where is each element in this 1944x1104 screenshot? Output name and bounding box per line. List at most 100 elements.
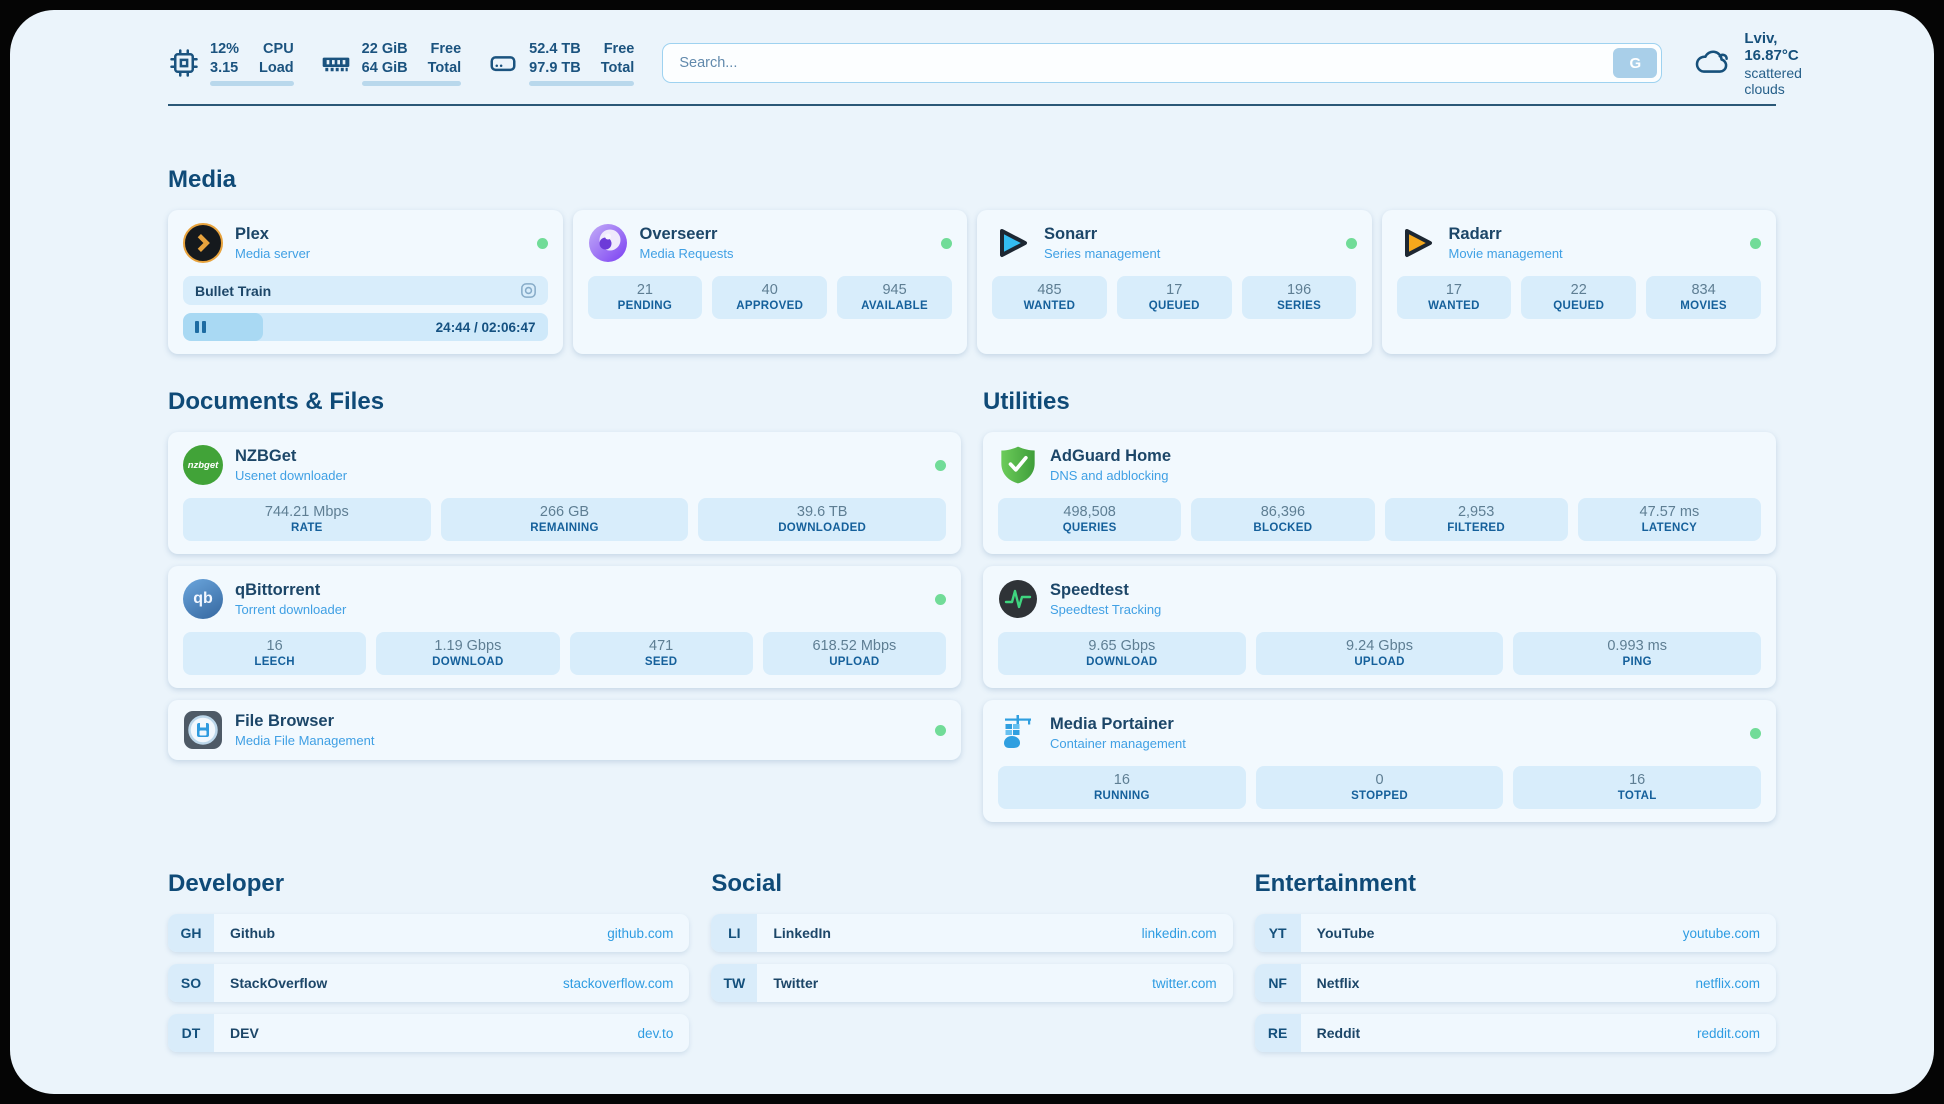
stat-pill: 0 STOPPED [1255, 766, 1504, 809]
app-card-qbittorrent[interactable]: qb qBittorrent Torrent downloader 16 [168, 566, 961, 688]
stat-pill: 1.19 Gbps DOWNLOAD [376, 632, 560, 675]
app-subtitle: Speedtest Tracking [1050, 602, 1162, 617]
search-input[interactable] [662, 43, 1663, 83]
app-card-sonarr[interactable]: Sonarr Series management 485 WANTED 17 Q… [977, 210, 1372, 354]
stat-pill: 39.6 TB DOWNLOADED [698, 498, 947, 541]
stat-pill: 21 PENDING [587, 276, 703, 319]
section-heading-developer: Developer [168, 870, 285, 897]
app-card-nzbget[interactable]: nzbget NZBGet Usenet downloader 744.21 M… [168, 432, 961, 554]
bookmark-abbr: NF [1254, 964, 1301, 1002]
bookmark-url: netflix.com [1695, 975, 1760, 991]
stat-pill: 47.57 ms LATENCY [1577, 498, 1761, 541]
app-card-portainer[interactable]: Media Portainer Container management 16 … [983, 700, 1776, 822]
status-dot [935, 593, 946, 605]
disk-free-label: Free [603, 40, 635, 57]
header-divider [168, 104, 1776, 106]
bookmark-youtube[interactable]: YT YouTube youtube.com [1254, 914, 1776, 952]
weather-widget: Lviv, 16.87°C scattered clouds [1694, 30, 1802, 97]
disk-progress [529, 81, 635, 87]
stat-pill: 744.21 Mbps RATE [183, 498, 431, 541]
filebrowser-icon [183, 710, 223, 750]
disk-total-label: Total [600, 59, 635, 76]
app-card-overseerr[interactable]: Overseerr Media Requests 21 PENDING 40 A… [572, 210, 967, 354]
bookmark-url: youtube.com [1682, 925, 1760, 941]
status-dot [941, 237, 952, 249]
top-bar: 12% CPU 3.15 Load [168, 30, 1802, 97]
status-dot [1750, 727, 1761, 739]
app-title: Radarr [1448, 225, 1502, 243]
ram-stat: 22 GiB Free 64 GiB Total [320, 40, 462, 87]
section-heading-documents: Documents & Files [168, 388, 385, 415]
dashboard-page: 12% CPU 3.15 Load [10, 10, 1934, 1094]
section-heading-utilities: Utilities [983, 388, 1070, 415]
bookmark-abbr: TW [711, 964, 758, 1002]
app-subtitle: Container management [1050, 736, 1186, 751]
cpu-value: 12% [210, 40, 240, 57]
bookmark-reddit[interactable]: RE Reddit reddit.com [1254, 1014, 1776, 1052]
session-icon[interactable] [519, 281, 538, 300]
bookmark-linkedin[interactable]: LI LinkedIn linkedin.com [711, 914, 1233, 952]
stat-pill: 9.24 Gbps UPLOAD [1255, 632, 1504, 675]
app-title: qBittorrent [235, 581, 321, 599]
bookmark-netflix[interactable]: NF Netflix netflix.com [1254, 964, 1776, 1002]
stat-pill: 0.993 ms PING [1513, 632, 1762, 675]
ram-free-value: 22 GiB [361, 40, 408, 57]
bookmark-abbr: SO [168, 964, 214, 1002]
stat-pill: 498,508 QUERIES [998, 498, 1182, 541]
radarr-icon [1397, 223, 1437, 263]
utilities-column: Utilities [983, 388, 1776, 822]
stat-pill: 196 SERIES [1241, 276, 1357, 319]
app-card-filebrowser[interactable]: File Browser Media File Management [168, 700, 961, 760]
cpu-label: CPU [263, 40, 294, 57]
app-subtitle: Media server [235, 246, 311, 261]
stat-pill: 266 GB REMAINING [440, 498, 689, 541]
section-heading-social: Social [711, 870, 783, 897]
cpu-stat: 12% CPU 3.15 Load [168, 40, 294, 87]
bookmarks-entertainment: Entertainment YT YouTube youtube.com NF … [1254, 870, 1776, 1052]
app-card-speedtest[interactable]: Speedtest Speedtest Tracking 9.65 Gbps D… [983, 566, 1776, 688]
bookmark-name: YouTube [1316, 925, 1375, 941]
bookmark-stackoverflow[interactable]: SO StackOverflow stackoverflow.com [168, 964, 690, 1002]
app-card-adguard[interactable]: AdGuard Home DNS and adblocking 498,508 … [983, 432, 1776, 554]
search-box: G [662, 43, 1663, 83]
search-engine-button[interactable]: G [1613, 48, 1658, 78]
bookmark-url: linkedin.com [1141, 925, 1217, 941]
disk-total-value: 97.9 TB [529, 59, 581, 76]
weather-condition: scattered clouds [1744, 64, 1802, 97]
ram-icon [320, 47, 352, 79]
app-title: Speedtest [1050, 581, 1129, 599]
cloud-icon [1694, 46, 1732, 81]
qbittorrent-icon: qb [183, 579, 223, 619]
stat-pill: 834 MOVIES [1646, 276, 1761, 319]
bookmark-url: stackoverflow.com [563, 975, 674, 991]
bookmark-abbr: DT [168, 1014, 214, 1052]
bookmark-abbr: LI [711, 914, 758, 952]
stat-pill: 17 WANTED [1396, 276, 1512, 319]
app-subtitle: DNS and adblocking [1050, 468, 1169, 483]
bookmark-url: twitter.com [1152, 975, 1217, 991]
app-subtitle: Media File Management [235, 733, 375, 748]
bookmark-name: Twitter [773, 975, 819, 991]
bookmark-abbr: GH [168, 914, 214, 952]
app-subtitle: Media Requests [639, 246, 734, 261]
bookmark-dev[interactable]: DT DEV dev.to [168, 1014, 690, 1052]
bookmark-github[interactable]: GH Github github.com [168, 914, 690, 952]
app-title: Plex [235, 225, 269, 243]
cpu-label2: Load [259, 59, 294, 76]
app-title: AdGuard Home [1050, 447, 1172, 465]
bookmark-twitter[interactable]: TW Twitter twitter.com [711, 964, 1233, 1002]
bookmark-name: Github [230, 925, 276, 941]
bookmark-url: reddit.com [1696, 1025, 1760, 1041]
portainer-icon [998, 713, 1038, 753]
bookmark-url: dev.to [637, 1025, 674, 1041]
app-card-radarr[interactable]: Radarr Movie management 17 WANTED 22 QUE… [1381, 210, 1776, 354]
stat-pill: 9.65 Gbps DOWNLOAD [998, 632, 1246, 675]
status-dot [935, 459, 946, 471]
stat-pill: 618.52 Mbps UPLOAD [762, 632, 946, 675]
bookmark-name: LinkedIn [773, 925, 831, 941]
disk-icon [487, 47, 519, 79]
app-card-plex[interactable]: Plex Media server Bullet Train [168, 210, 563, 354]
pause-icon[interactable] [195, 321, 206, 333]
bookmark-abbr: YT [1254, 914, 1301, 952]
app-title: File Browser [235, 712, 335, 730]
